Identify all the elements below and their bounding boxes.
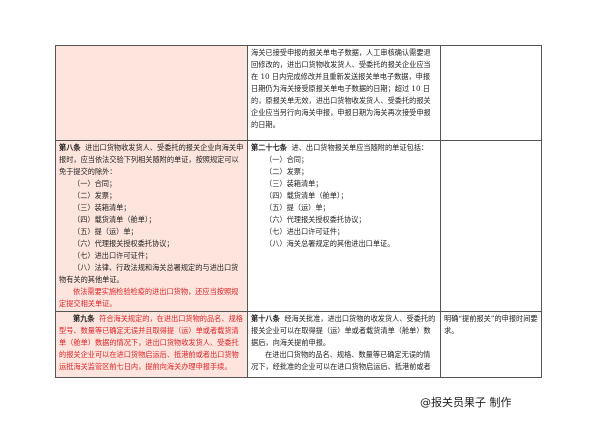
list-item: （六）代理报关授权委托协议； <box>73 239 174 248</box>
article-text: 经海关批准，进出口货物的收发货人、受委托的报关企业可以在取得提（运）单或者载货清… <box>251 314 436 347</box>
article-title: 第八条 <box>59 143 81 152</box>
list-item: （一）合同； <box>73 179 117 188</box>
table-row: 第九条 符合海关规定的，在进出口货物的品名、规格型号、数量等已确定无误并且取得提… <box>55 311 542 378</box>
list-item: （四）载货清单（舱单）； <box>265 191 348 200</box>
comparison-table: 海关已接受申报的报关单电子数据，人工审核确认需要退回修改的，进出口货物收发货人、… <box>55 45 542 378</box>
list-item: （三）装箱清单； <box>265 179 323 188</box>
red-text: 符合海关规定的，在进出口货物的品名、规格型号、数量等已确定无误并且取得提（运）单… <box>59 314 243 371</box>
note-cell <box>440 45 542 141</box>
table-row: 海关已接受申报的报关单电子数据，人工审核确认需要退回修改的，进出口货物收发货人、… <box>55 45 542 141</box>
list-item: （八）海关总署规定的其他进出口单证。 <box>265 239 395 248</box>
article-text: 在进出口货物的品名、规格、数量等已确定无误的情况下，经批准的企业可以在进口货物启… <box>251 350 431 371</box>
list-item: （三）装箱清单； <box>73 203 131 212</box>
list-item: （一）合同； <box>265 155 309 164</box>
list-item: （二）发票； <box>73 191 117 200</box>
list-item: （五）提（运）单； <box>73 227 138 236</box>
old-cell <box>55 45 248 141</box>
note-cell <box>440 140 542 312</box>
new-cell: 第二十七条 进、出口货物报关单应当随附的单证包括： （一）合同； （二）发票； … <box>247 140 441 312</box>
old-cell: 第九条 符合海关规定的，在进出口货物的品名、规格型号、数量等已确定无误并且取得提… <box>55 311 248 378</box>
list-item: （五）提（运）单； <box>265 203 330 212</box>
note-cell: 明确“提前报关”的申报时间要求。 <box>440 311 542 378</box>
article-title: 第九条 <box>73 314 95 323</box>
list-item: （七）进出口许可证件； <box>265 227 345 236</box>
new-cell: 第十八条 经海关批准，进出口货物的收发货人、受委托的报关企业可以在取得提（运）单… <box>247 311 441 378</box>
list-item: （二）发票； <box>265 167 309 176</box>
new-text: 海关已接受申报的报关单电子数据，人工审核确认需要退回修改的，进出口货物收发货人、… <box>251 48 431 129</box>
list-item: （八）法律、行政法规和海关总署规定的与进出口货物有关的其他单证。 <box>59 263 239 284</box>
article-title: 第二十七条 <box>251 143 287 152</box>
note-text: 明确“提前报关”的申报时间要求。 <box>444 314 538 335</box>
table-row: 第八条 进出口货物收发货人、受委托的报关企业向海关申报时，应当依法交验下列相关随… <box>55 140 542 312</box>
new-cell: 海关已接受申报的报关单电子数据，人工审核确认需要退回修改的，进出口货物收发货人、… <box>247 45 441 141</box>
article-intro: 进出口货物收发货人、受委托的报关企业向海关申报时，应当依法交验下列相关随附的单证… <box>59 143 244 176</box>
red-text: 依法需要实施检验检疫的进出口货物，还应当按照规定提交相关单证。 <box>59 287 239 308</box>
article-intro: 进、出口货物报关单应当随附的单证包括： <box>291 143 429 152</box>
watermark: @报关员果子 制作 <box>420 396 512 409</box>
old-cell: 第八条 进出口货物收发货人、受委托的报关企业向海关申报时，应当依法交验下列相关随… <box>55 140 248 312</box>
article-title: 第十八条 <box>251 314 280 323</box>
list-item: （七）进出口许可证件； <box>73 251 153 260</box>
list-item: （六）代理报关授权委托协议； <box>265 215 366 224</box>
list-item: （四）载货清单（舱单）； <box>73 215 156 224</box>
